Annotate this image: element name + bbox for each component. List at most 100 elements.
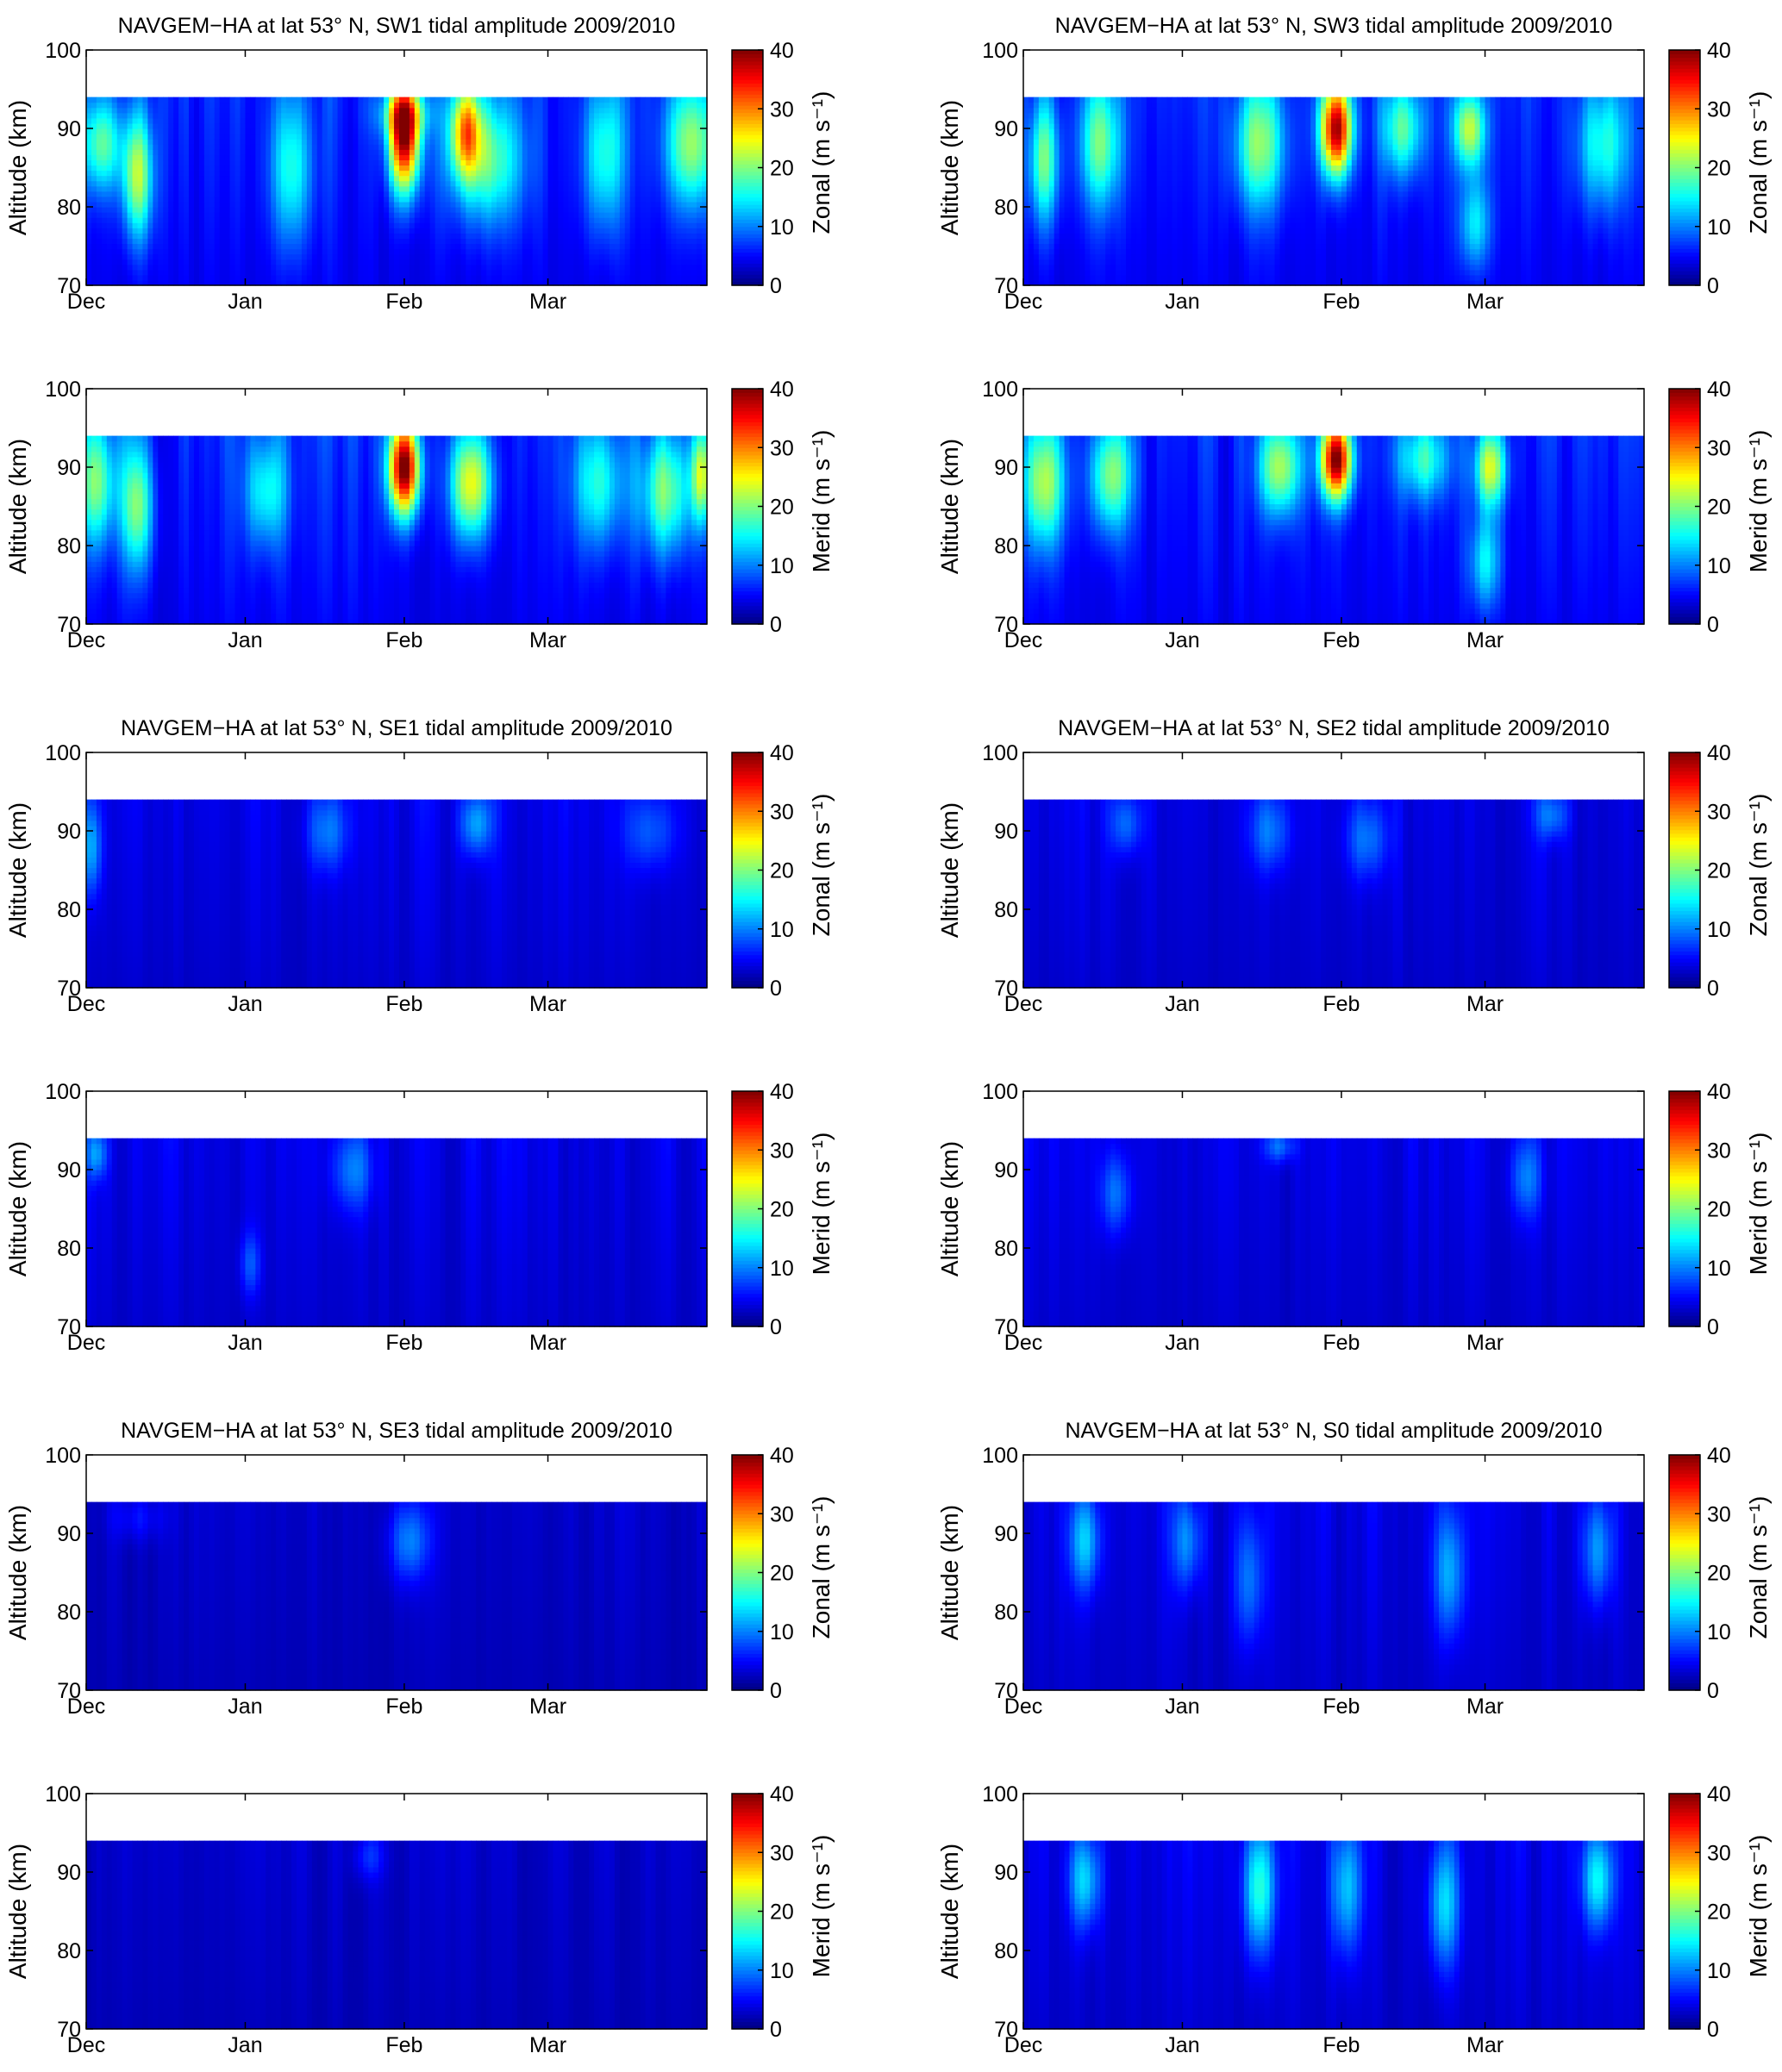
heatmap-cell	[441, 113, 447, 119]
heatmap-cell	[302, 191, 308, 197]
heatmap-cell	[255, 97, 261, 103]
heatmap-cell	[410, 128, 416, 134]
heatmap-cell	[86, 249, 92, 255]
heatmap-cell	[466, 171, 472, 177]
heatmap-cell	[291, 207, 297, 213]
heatmap-cell	[435, 254, 441, 260]
heatmap-cell	[455, 144, 461, 150]
heatmap-cell	[347, 249, 353, 255]
heatmap-cell	[266, 149, 272, 155]
heatmap-cell	[358, 154, 364, 160]
heatmap-cell	[333, 212, 339, 218]
heatmap-cell	[378, 202, 385, 208]
heatmap-cell	[404, 154, 410, 160]
heatmap-cell	[394, 134, 400, 140]
heatmap-cell	[250, 176, 256, 182]
heatmap-cell	[404, 186, 410, 192]
heatmap-cell	[184, 270, 190, 276]
heatmap-cell	[138, 212, 144, 218]
heatmap-cell	[245, 159, 251, 165]
heatmap-cell	[163, 176, 169, 182]
heatmap-cell	[394, 270, 400, 276]
heatmap-cell	[394, 207, 400, 213]
heatmap-cell	[97, 123, 103, 129]
heatmap-cell	[245, 228, 251, 234]
heatmap-cell	[178, 165, 184, 171]
heatmap-cell	[271, 233, 277, 239]
heatmap-cell	[255, 228, 261, 234]
heatmap-cell	[368, 191, 374, 197]
heatmap-cell	[225, 197, 231, 203]
heatmap-cell	[204, 212, 210, 218]
heatmap-cell	[286, 259, 292, 265]
heatmap-cell	[322, 191, 328, 197]
heatmap-cell	[466, 118, 472, 124]
heatmap-cell	[158, 186, 164, 192]
heatmap-cell	[107, 238, 113, 244]
heatmap-cell	[302, 233, 308, 239]
heatmap-cell	[199, 113, 205, 119]
heatmap-cell	[266, 222, 272, 228]
heatmap-cell	[225, 113, 231, 119]
heatmap-cell	[368, 270, 374, 276]
heatmap-cell	[225, 118, 231, 124]
heatmap-cell	[446, 275, 452, 281]
heatmap-cell	[460, 176, 466, 182]
heatmap-cell	[425, 212, 431, 218]
heatmap-cell	[363, 123, 369, 129]
heatmap-cell	[250, 181, 256, 187]
heatmap-cell	[435, 118, 441, 124]
heatmap-cell	[112, 197, 118, 203]
heatmap-cell	[153, 259, 159, 265]
heatmap-cell	[220, 149, 226, 155]
heatmap-cell	[347, 108, 353, 114]
heatmap-cell	[460, 197, 466, 203]
heatmap-cell	[178, 222, 184, 228]
heatmap-cell	[220, 212, 226, 218]
heatmap-cell	[455, 113, 461, 119]
heatmap-cell	[333, 202, 339, 208]
heatmap-cell	[460, 222, 466, 228]
heatmap-cell	[184, 275, 190, 281]
heatmap-cell	[215, 197, 221, 203]
heatmap-cell	[307, 139, 313, 145]
heatmap-cell	[276, 222, 282, 228]
heatmap-cell	[199, 134, 205, 140]
heatmap-cell	[250, 149, 256, 155]
heatmap-cell	[415, 207, 421, 213]
heatmap-cell	[297, 113, 303, 119]
heatmap-cell	[466, 197, 472, 203]
heatmap-cell	[163, 233, 169, 239]
heatmap-cell	[368, 134, 374, 140]
heatmap-cell	[394, 249, 400, 255]
heatmap-cell	[112, 275, 118, 281]
heatmap-cell	[173, 103, 179, 109]
heatmap-cell	[153, 128, 159, 134]
heatmap-cell	[230, 128, 236, 134]
heatmap-cell	[112, 249, 118, 255]
heatmap-cell	[430, 171, 436, 177]
heatmap-cell	[168, 249, 174, 255]
heatmap-cell	[435, 113, 441, 119]
heatmap-cell	[455, 212, 461, 218]
heatmap-cell	[117, 212, 123, 218]
heatmap-cell	[394, 171, 400, 177]
heatmap-cell	[178, 254, 184, 260]
heatmap-cell	[297, 149, 303, 155]
heatmap-cell	[425, 134, 431, 140]
heatmap-cell	[102, 233, 108, 239]
heatmap-cell	[307, 128, 313, 134]
heatmap-cell	[358, 238, 364, 244]
heatmap-cell	[122, 228, 128, 234]
heatmap-cell	[425, 165, 431, 171]
heatmap-cell	[266, 217, 272, 223]
heatmap-cell	[189, 197, 195, 203]
heatmap-cell	[441, 228, 447, 234]
heatmap-cell	[158, 134, 164, 140]
heatmap-cell	[133, 165, 139, 171]
heatmap-cell	[343, 154, 349, 160]
heatmap-cell	[358, 254, 364, 260]
heatmap-cell	[250, 144, 256, 150]
heatmap-cell	[133, 186, 139, 192]
heatmap-cell	[260, 118, 266, 124]
